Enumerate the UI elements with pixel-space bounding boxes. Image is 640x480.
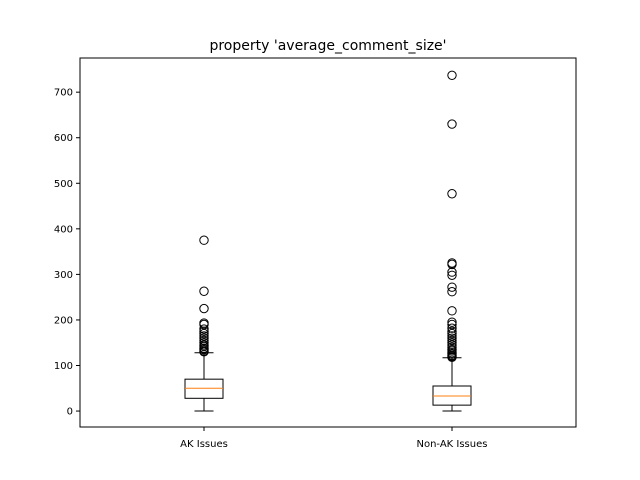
outlier-point xyxy=(447,338,457,348)
outlier-point xyxy=(447,326,457,337)
outlier-point xyxy=(199,303,209,314)
outlier-point xyxy=(447,335,457,346)
x-tick-label-non-ak-issues: Non-AK Issues xyxy=(417,439,488,450)
chart-title: property 'average_comment_size' xyxy=(209,38,446,54)
y-tick-label: 0 xyxy=(67,407,73,418)
outlier-point xyxy=(199,340,209,350)
outlier-point xyxy=(199,318,209,328)
y-tick-label: 500 xyxy=(54,179,73,190)
outlier-point xyxy=(447,317,457,327)
x-tick-label-ak-issues: AK Issues xyxy=(180,439,228,450)
outlier-point xyxy=(447,333,457,343)
outlier-point xyxy=(447,270,457,280)
outlier-point xyxy=(199,331,209,341)
outlier-point xyxy=(447,342,457,352)
outlier-point xyxy=(199,235,209,245)
y-tick-label: 400 xyxy=(54,224,73,235)
outlier-point xyxy=(447,323,457,333)
y-tick-label: 200 xyxy=(54,315,73,326)
outlier-point xyxy=(447,282,457,292)
y-tick-label: 700 xyxy=(54,88,73,99)
outlier-point xyxy=(447,340,457,350)
outlier-point xyxy=(447,319,457,330)
outlier-point xyxy=(447,119,457,129)
plot-area: 0 100 200 300 400 500 600 700 xyxy=(54,57,577,431)
outlier-point xyxy=(199,324,209,334)
outlier-point xyxy=(447,328,457,339)
outlier-point xyxy=(447,331,457,341)
outlier-point xyxy=(447,287,457,297)
outlier-point xyxy=(447,306,457,316)
y-tick-label: 600 xyxy=(54,133,73,144)
outlier-point xyxy=(199,333,209,343)
outlier-point xyxy=(447,267,457,277)
outlier-point xyxy=(447,189,457,199)
y-tick-label: 300 xyxy=(54,270,73,281)
outlier-point xyxy=(199,328,209,339)
axes-frame xyxy=(79,57,577,428)
outlier-point xyxy=(447,344,457,355)
y-tick-label: 100 xyxy=(54,361,73,372)
outlier-point xyxy=(199,286,209,296)
outlier-point xyxy=(199,335,209,346)
outlier-point xyxy=(199,338,209,348)
outlier-point xyxy=(447,258,457,268)
outlier-point xyxy=(447,70,457,81)
